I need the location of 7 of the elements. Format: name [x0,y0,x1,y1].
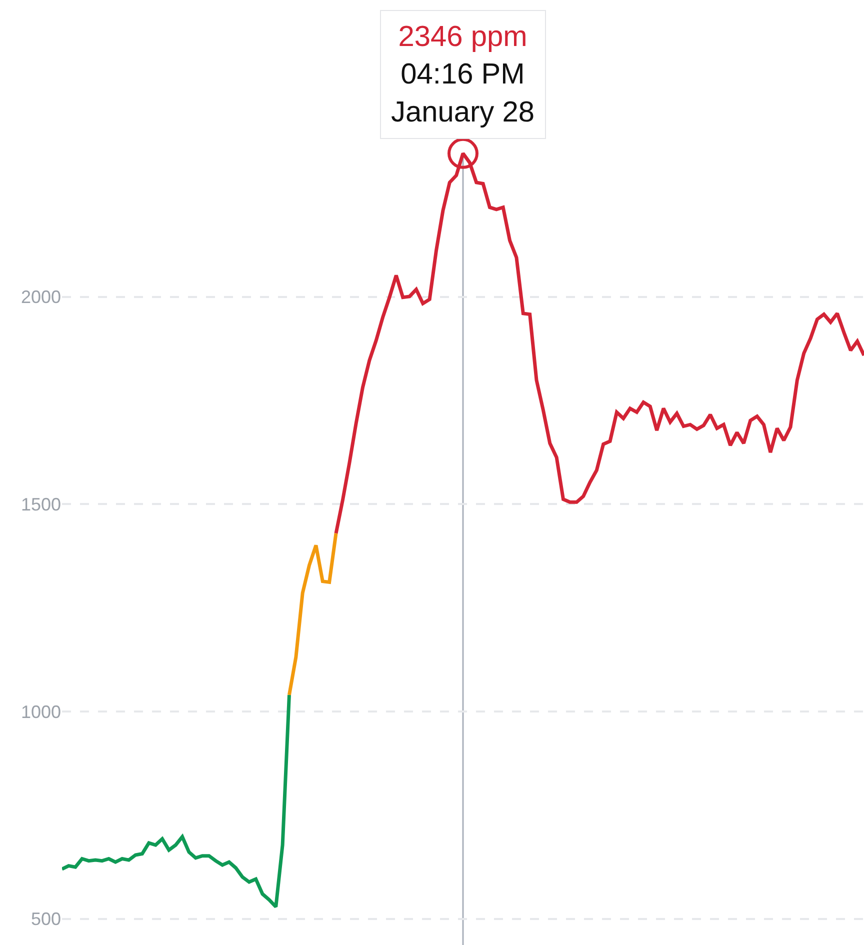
y-tick-label: 1000 [20,702,61,722]
y-tick-label: 2000 [20,287,61,308]
line-series [62,693,291,909]
y-tick-label: 1500 [20,494,61,515]
annotation: 2346 ppm 04:16 PM January 28 [391,21,534,128]
line-series [287,532,338,697]
y-tick-label: 500 [30,909,61,930]
